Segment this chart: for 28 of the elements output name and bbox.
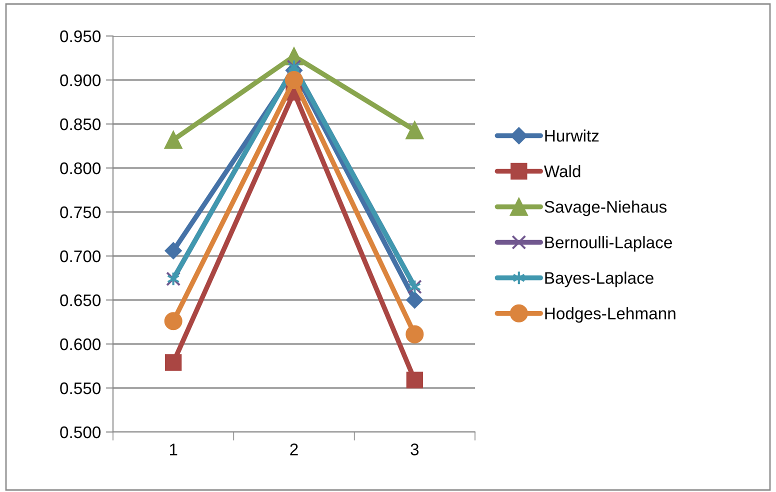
y-tick-label: 0.950 — [60, 30, 101, 42]
point — [165, 354, 182, 371]
legend-label: Savage-Niehaus — [544, 200, 667, 216]
y-tick-label: 0.900 — [60, 74, 101, 86]
legend-label: Hurwitz — [545, 129, 599, 142]
point — [164, 242, 182, 260]
point — [284, 70, 304, 90]
y-tick-label: 0.700 — [60, 250, 101, 262]
y-tick-label: 0.750 — [60, 206, 101, 218]
point — [164, 312, 182, 330]
y-tick-label: 0.850 — [60, 118, 101, 130]
x-tick-label: 2 — [290, 444, 298, 456]
y-tick-label: 0.600 — [60, 338, 101, 350]
y-tick-label: 0.650 — [60, 294, 101, 306]
point — [164, 130, 182, 149]
legend-label: Bernoulli-Laplace — [545, 236, 672, 252]
legend-label: Bayes-Laplace — [545, 272, 654, 288]
y-tick-label: 0.800 — [60, 162, 101, 174]
point — [406, 291, 424, 309]
x-tick-label: 1 — [170, 444, 178, 456]
legend-label: Wald — [544, 165, 580, 178]
y-tick-label: 0.500 — [60, 426, 101, 438]
y-tick-label: 0.550 — [60, 382, 101, 394]
x-tick-label: 3 — [410, 444, 419, 456]
legend-label: Hodges-Lehmann — [545, 307, 676, 323]
point — [406, 372, 423, 388]
point — [406, 121, 424, 140]
point — [406, 325, 424, 344]
